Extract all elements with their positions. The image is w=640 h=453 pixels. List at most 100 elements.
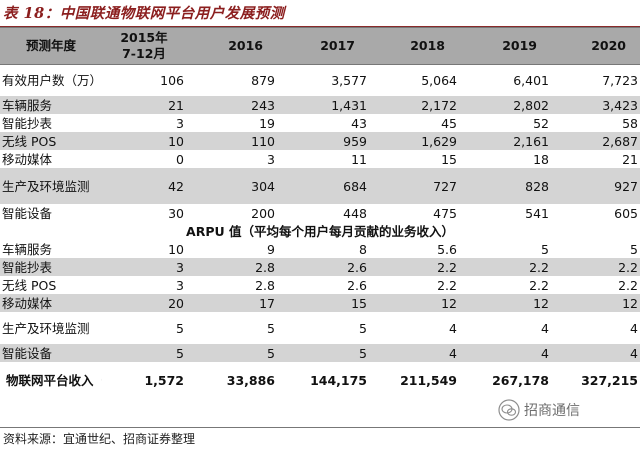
cell: 5 <box>277 344 369 362</box>
row-label: 智能抄表 <box>2 115 53 131</box>
cell: 2.2 <box>369 258 459 276</box>
cell: 2,161 <box>459 132 551 150</box>
header-cell: 2017 <box>277 27 369 65</box>
cell: 7,723 <box>602 73 638 88</box>
cell: 20 <box>102 294 186 312</box>
row-label: 移动媒体 <box>0 294 102 312</box>
cell: 3 <box>176 115 184 131</box>
cell: 3 <box>102 258 186 276</box>
cell: 5 <box>186 344 277 362</box>
header-cell: 2020 <box>551 27 640 65</box>
cell: 33,886 <box>226 373 275 388</box>
row-label: 车辆服务 <box>2 241 53 257</box>
cell: 1,431 <box>277 96 369 114</box>
cell: 12 <box>459 294 551 312</box>
cell: 243 <box>186 96 277 114</box>
header-cell: 2018 <box>369 27 459 65</box>
cell: 2,172 <box>369 96 459 114</box>
cell: 5 <box>359 320 367 336</box>
cell: 15 <box>441 151 457 167</box>
cell: 2.8 <box>186 258 277 276</box>
cell: 2.2 <box>437 277 457 293</box>
cell: 927 <box>551 168 640 204</box>
table-row: 移动媒体 20 17 15 12 12 12 <box>0 294 640 312</box>
cell: 5 <box>541 241 549 257</box>
cell: 5.6 <box>437 241 457 257</box>
cell: 0 <box>176 151 184 167</box>
row-label: 无线 POS <box>2 277 57 293</box>
source-note: 资料来源：宜通世纪、招商证券整理 <box>3 432 196 446</box>
cell: 304 <box>186 168 277 204</box>
cell: 2.2 <box>551 258 640 276</box>
watermark-text: 招商通信 <box>524 403 580 419</box>
row-label: 有效用户数（万） <box>2 73 102 88</box>
header-cell: 2016 <box>186 27 277 65</box>
cell: 3 <box>267 151 275 167</box>
header-cell: 2015年 7-12月 <box>102 27 186 65</box>
table-row: 无线 POS 10 110 959 1,629 2,161 2,687 <box>0 132 640 150</box>
table-row: 智能设备 5 5 5 4 4 4 <box>0 344 640 362</box>
cell: 684 <box>277 168 369 204</box>
cell: 11 <box>351 151 367 167</box>
cell: 3 <box>176 277 184 293</box>
table-row: 智能抄表 3 19 43 45 52 58 <box>0 114 640 132</box>
cell: 2.2 <box>529 277 549 293</box>
cell: 5 <box>102 344 186 362</box>
cell: 3,423 <box>551 96 640 114</box>
revenue-row: 物联网平台收入（万元） 1,572 33,886 144,175 211,549… <box>0 362 640 399</box>
watermark: 招商通信 <box>498 399 580 421</box>
cell: 18 <box>533 151 549 167</box>
cell: 200 <box>251 205 275 221</box>
cell: 727 <box>369 168 459 204</box>
cell: 8 <box>359 241 367 257</box>
table-row: 有效用户数（万） 106 879 3,577 5,064 6,401 7,723 <box>0 65 640 97</box>
cell: 30 <box>168 205 184 221</box>
cell: 4 <box>449 320 457 336</box>
cell: 605 <box>614 205 638 221</box>
table-row: 智能抄表 3 2.8 2.6 2.2 2.2 2.2 <box>0 258 640 276</box>
cell: 6,401 <box>513 73 549 88</box>
cell: 267,178 <box>492 373 549 388</box>
cell: 5 <box>630 241 638 257</box>
cell: 144,175 <box>310 373 367 388</box>
cell: 58 <box>622 115 638 131</box>
cell: 4 <box>551 344 640 362</box>
cell: 45 <box>441 115 457 131</box>
cell: 211,549 <box>400 373 457 388</box>
table-row: 无线 POS 3 2.8 2.6 2.2 2.2 2.2 <box>0 276 640 294</box>
cell: 2.2 <box>459 258 551 276</box>
row-label: 智能设备 <box>2 205 53 221</box>
cell: 15 <box>277 294 369 312</box>
cell: 9 <box>267 241 275 257</box>
row-label: 车辆服务 <box>0 96 102 114</box>
header-row: 预测年度 2015年 7-12月 2016 2017 2018 2019 202… <box>0 27 640 65</box>
cell: 541 <box>525 205 549 221</box>
cell: 19 <box>259 115 275 131</box>
forecast-table: 预测年度 2015年 7-12月 2016 2017 2018 2019 202… <box>0 27 640 399</box>
cell: 43 <box>351 115 367 131</box>
cell: 42 <box>102 168 186 204</box>
row-label: 智能抄表 <box>0 258 102 276</box>
cell: 959 <box>277 132 369 150</box>
table-row: 生产及环境监测 42 304 684 727 828 927 <box>0 168 640 204</box>
cell: 2.8 <box>255 277 275 293</box>
cell: 1,572 <box>144 373 184 388</box>
cell: 2.6 <box>277 258 369 276</box>
cell: 5,064 <box>421 73 457 88</box>
cell: 4 <box>459 344 551 362</box>
cell: 5 <box>267 320 275 336</box>
table-row: 车辆服务 21 243 1,431 2,172 2,802 3,423 <box>0 96 640 114</box>
cell: 12 <box>551 294 640 312</box>
row-label: 无线 POS <box>0 132 102 150</box>
cell: 106 <box>160 73 184 88</box>
cell: 10 <box>102 132 186 150</box>
row-label: 智能设备 <box>0 344 102 362</box>
cell: 10 <box>168 241 184 257</box>
cell: 2.6 <box>347 277 367 293</box>
table-row: 智能设备 30 200 448 475 541 605 <box>0 204 640 222</box>
cell: 4 <box>541 320 549 336</box>
cell: 17 <box>186 294 277 312</box>
row-label: 移动媒体 <box>2 151 53 167</box>
arpu-heading: ARPU 值（平均每个用户每月贡献的业务收入） <box>0 222 640 240</box>
header-cell: 预测年度 <box>0 27 102 65</box>
